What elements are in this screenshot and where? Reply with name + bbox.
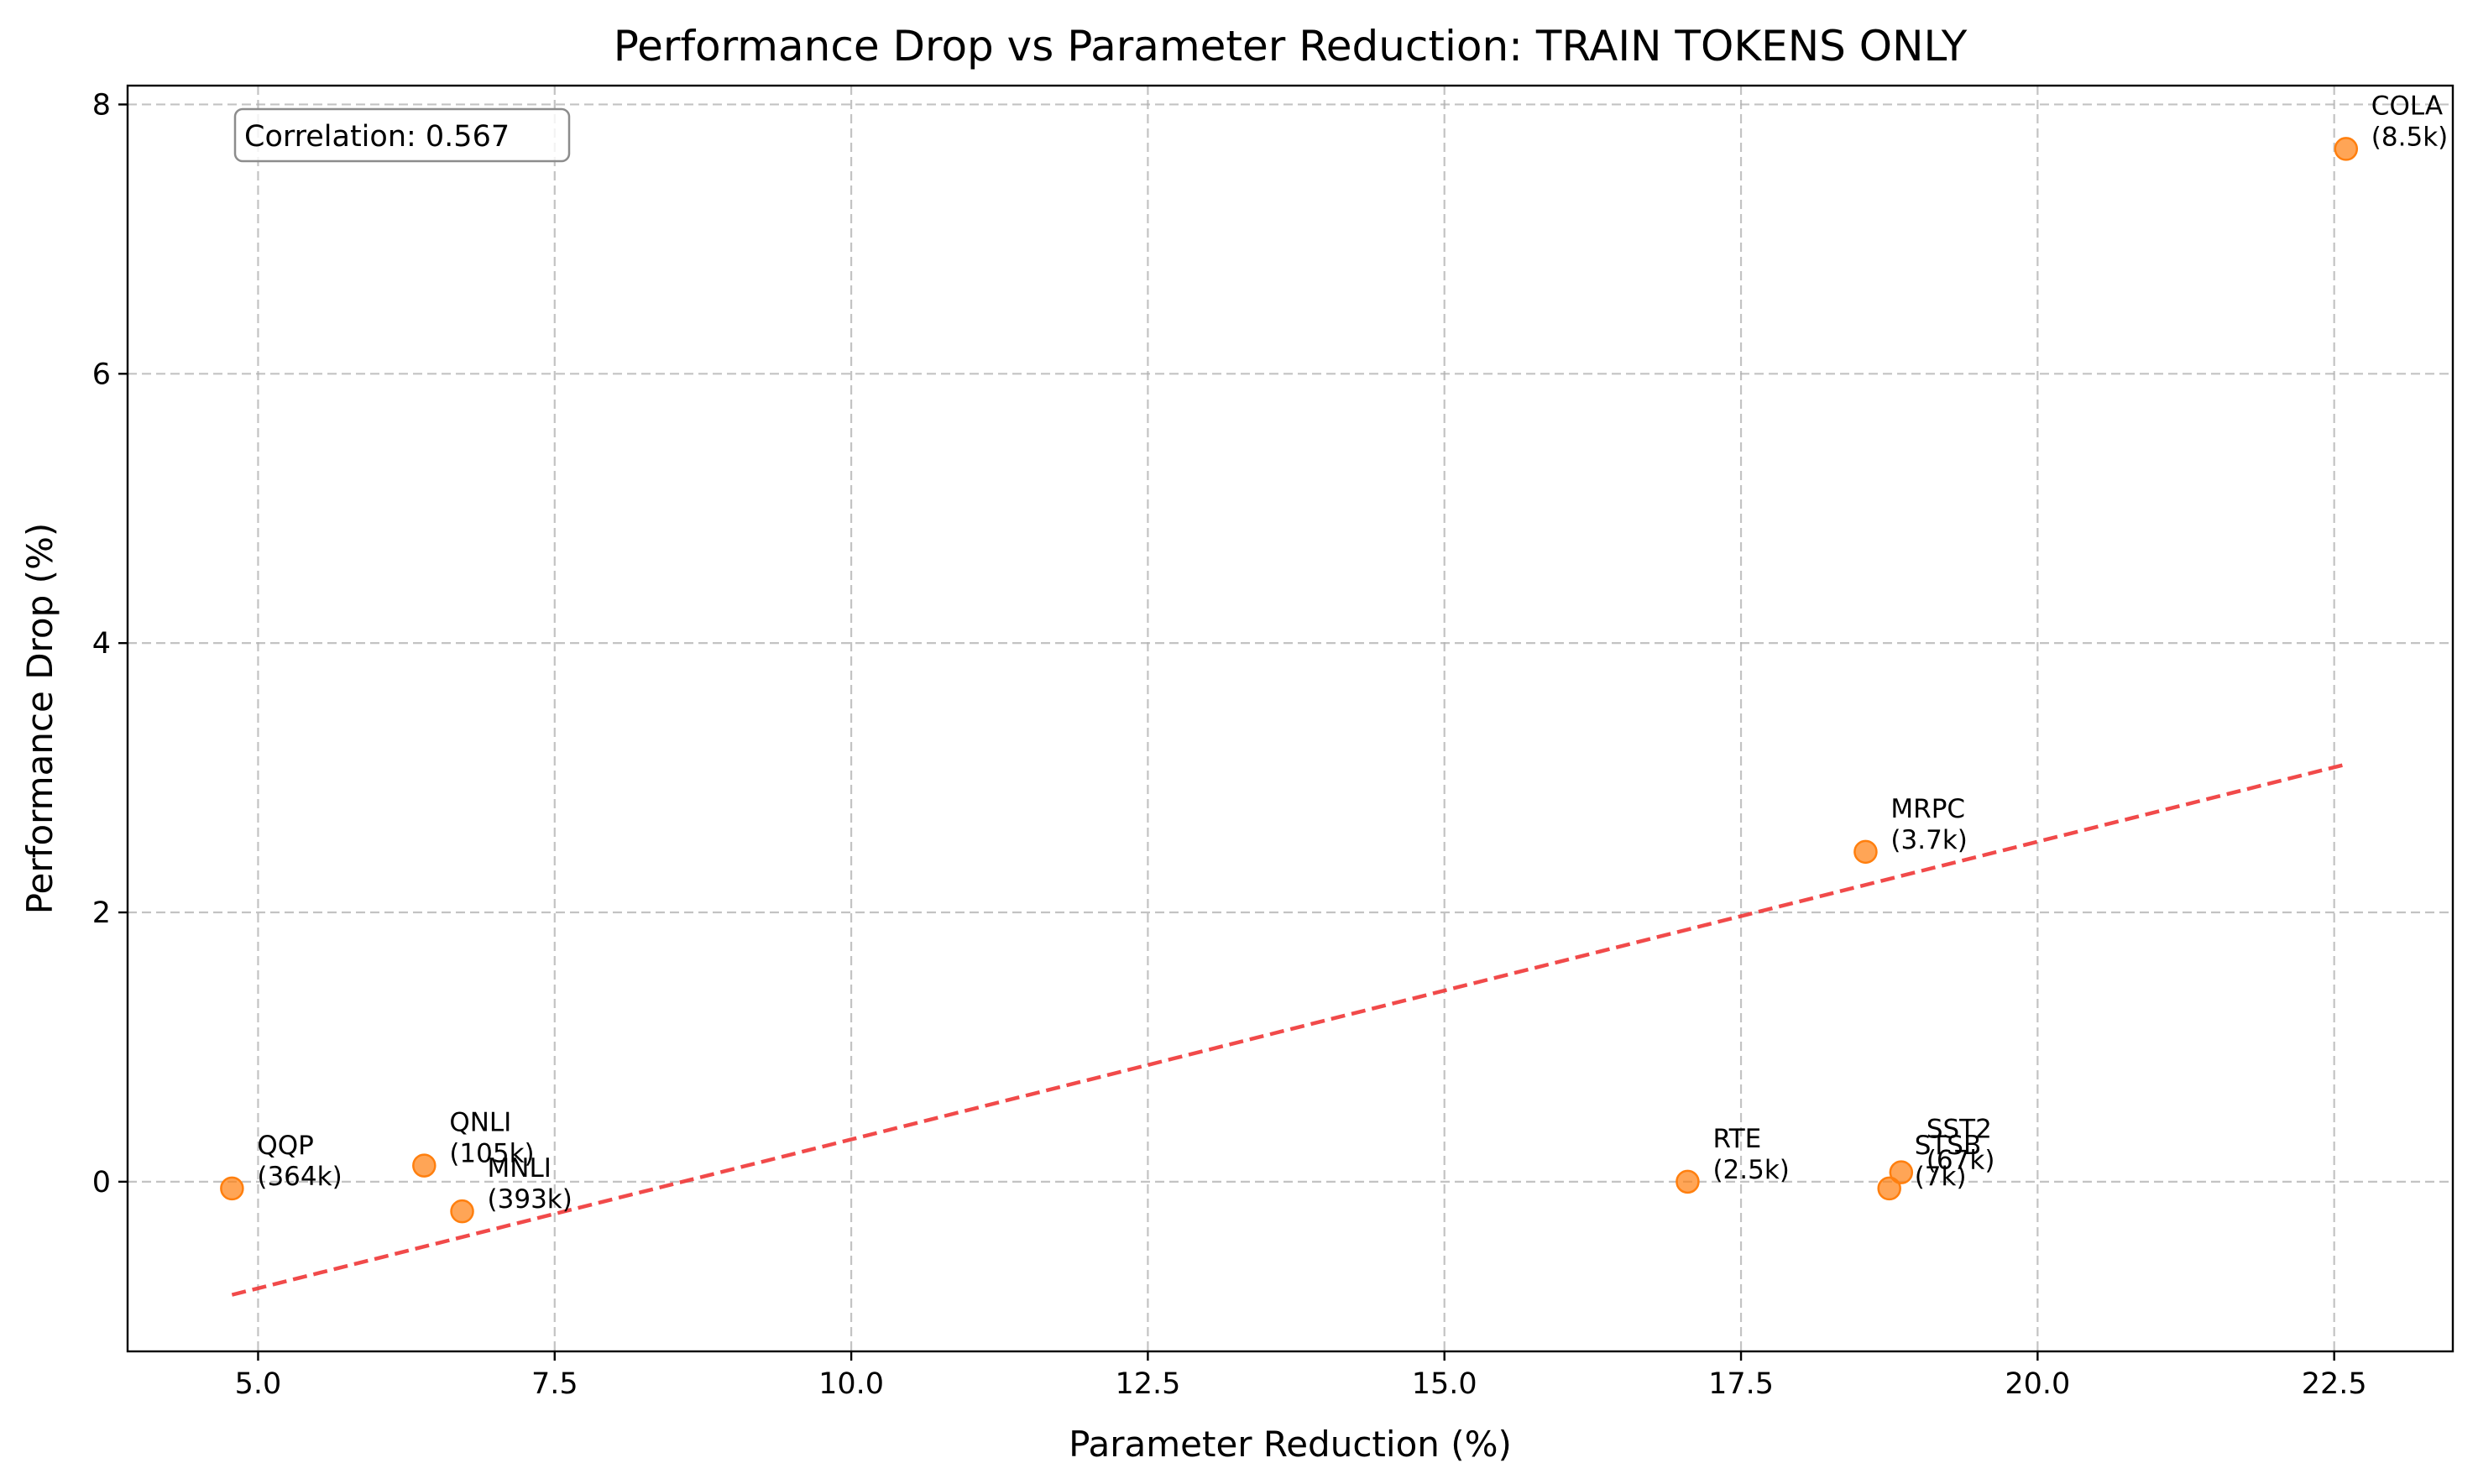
point-size-label-mnli: (393k) bbox=[488, 1184, 572, 1215]
y-tick-label: 0 bbox=[92, 1166, 111, 1199]
point-size-label-rte: (2.5k) bbox=[1712, 1155, 1789, 1185]
grid-layer bbox=[128, 86, 2453, 1351]
trendline bbox=[231, 762, 2347, 1297]
x-tick-label: 5.0 bbox=[235, 1367, 282, 1401]
point-size-label-qqp: (364k) bbox=[257, 1162, 342, 1192]
chart-title: Performance Drop vs Parameter Reduction:… bbox=[614, 22, 1968, 71]
point-label-stsb: STSB bbox=[1915, 1131, 1982, 1161]
x-axis-label: Parameter Reduction (%) bbox=[1069, 1424, 1512, 1465]
data-point-rte bbox=[1676, 1169, 1700, 1194]
x-tick-label: 15.0 bbox=[1412, 1367, 1477, 1401]
data-point-stsb bbox=[1877, 1176, 1901, 1201]
point-label-qqp: QQP bbox=[257, 1131, 314, 1161]
y-tick-label: 6 bbox=[92, 358, 111, 391]
x-tick-label: 7.5 bbox=[531, 1367, 578, 1401]
data-point-qnli bbox=[412, 1153, 437, 1178]
data-point-mnli bbox=[450, 1199, 474, 1224]
x-tick-label: 12.5 bbox=[1115, 1367, 1180, 1401]
point-labels-layer: QQP(364k) QNLI(105k)MNLI(393k) RTE(2.5k) MR… bbox=[257, 91, 2448, 1215]
point-size-label-sst2: (67k) bbox=[1926, 1146, 1995, 1176]
y-tick-label: 2 bbox=[92, 896, 111, 930]
x-tick-label: 20.0 bbox=[2005, 1367, 2070, 1401]
data-point-qqp bbox=[220, 1176, 244, 1201]
x-tick-label: 17.5 bbox=[1708, 1367, 1774, 1401]
ticks-layer: 5.0 7.5 10.0 12.5 15.0 17.5 20.0 22.5 0 2 4 6 8 bbox=[92, 88, 2367, 1401]
point-size-label-qnli: (105k) bbox=[449, 1139, 534, 1169]
correlation-text: Correlation: 0.567 bbox=[244, 120, 510, 154]
point-label-mnli: MNLI bbox=[488, 1153, 552, 1184]
y-tick-label: 8 bbox=[92, 88, 111, 122]
plot-frame bbox=[126, 84, 2454, 1353]
point-label-mrpc: MRPC bbox=[1890, 794, 1965, 824]
y-tick-label: 4 bbox=[92, 627, 111, 661]
point-size-label-stsb: (7k) bbox=[1915, 1162, 1967, 1192]
correlation-annotation: Correlation: 0.567 bbox=[233, 107, 571, 163]
points-layer bbox=[220, 137, 2359, 1224]
point-size-label-cola: (8.5k) bbox=[2371, 122, 2448, 152]
point-label-rte: RTE bbox=[1712, 1124, 1761, 1154]
x-tick-label: 22.5 bbox=[2302, 1367, 2367, 1401]
data-point-mrpc bbox=[1853, 839, 1878, 865]
x-tick-label: 10.0 bbox=[818, 1367, 884, 1401]
data-point-cola bbox=[2334, 137, 2359, 161]
point-label-sst2: SST2 bbox=[1926, 1115, 1992, 1145]
trendline-layer bbox=[231, 762, 2347, 1297]
point-size-label-mrpc: (3.7k) bbox=[1890, 825, 1967, 855]
point-label-cola: COLA bbox=[2371, 91, 2443, 121]
correlation-box bbox=[233, 107, 571, 163]
point-label-qnli: QNLI bbox=[449, 1108, 511, 1138]
data-point-sst2 bbox=[1889, 1160, 1914, 1184]
y-axis-label: Performance Drop (%) bbox=[19, 523, 60, 915]
